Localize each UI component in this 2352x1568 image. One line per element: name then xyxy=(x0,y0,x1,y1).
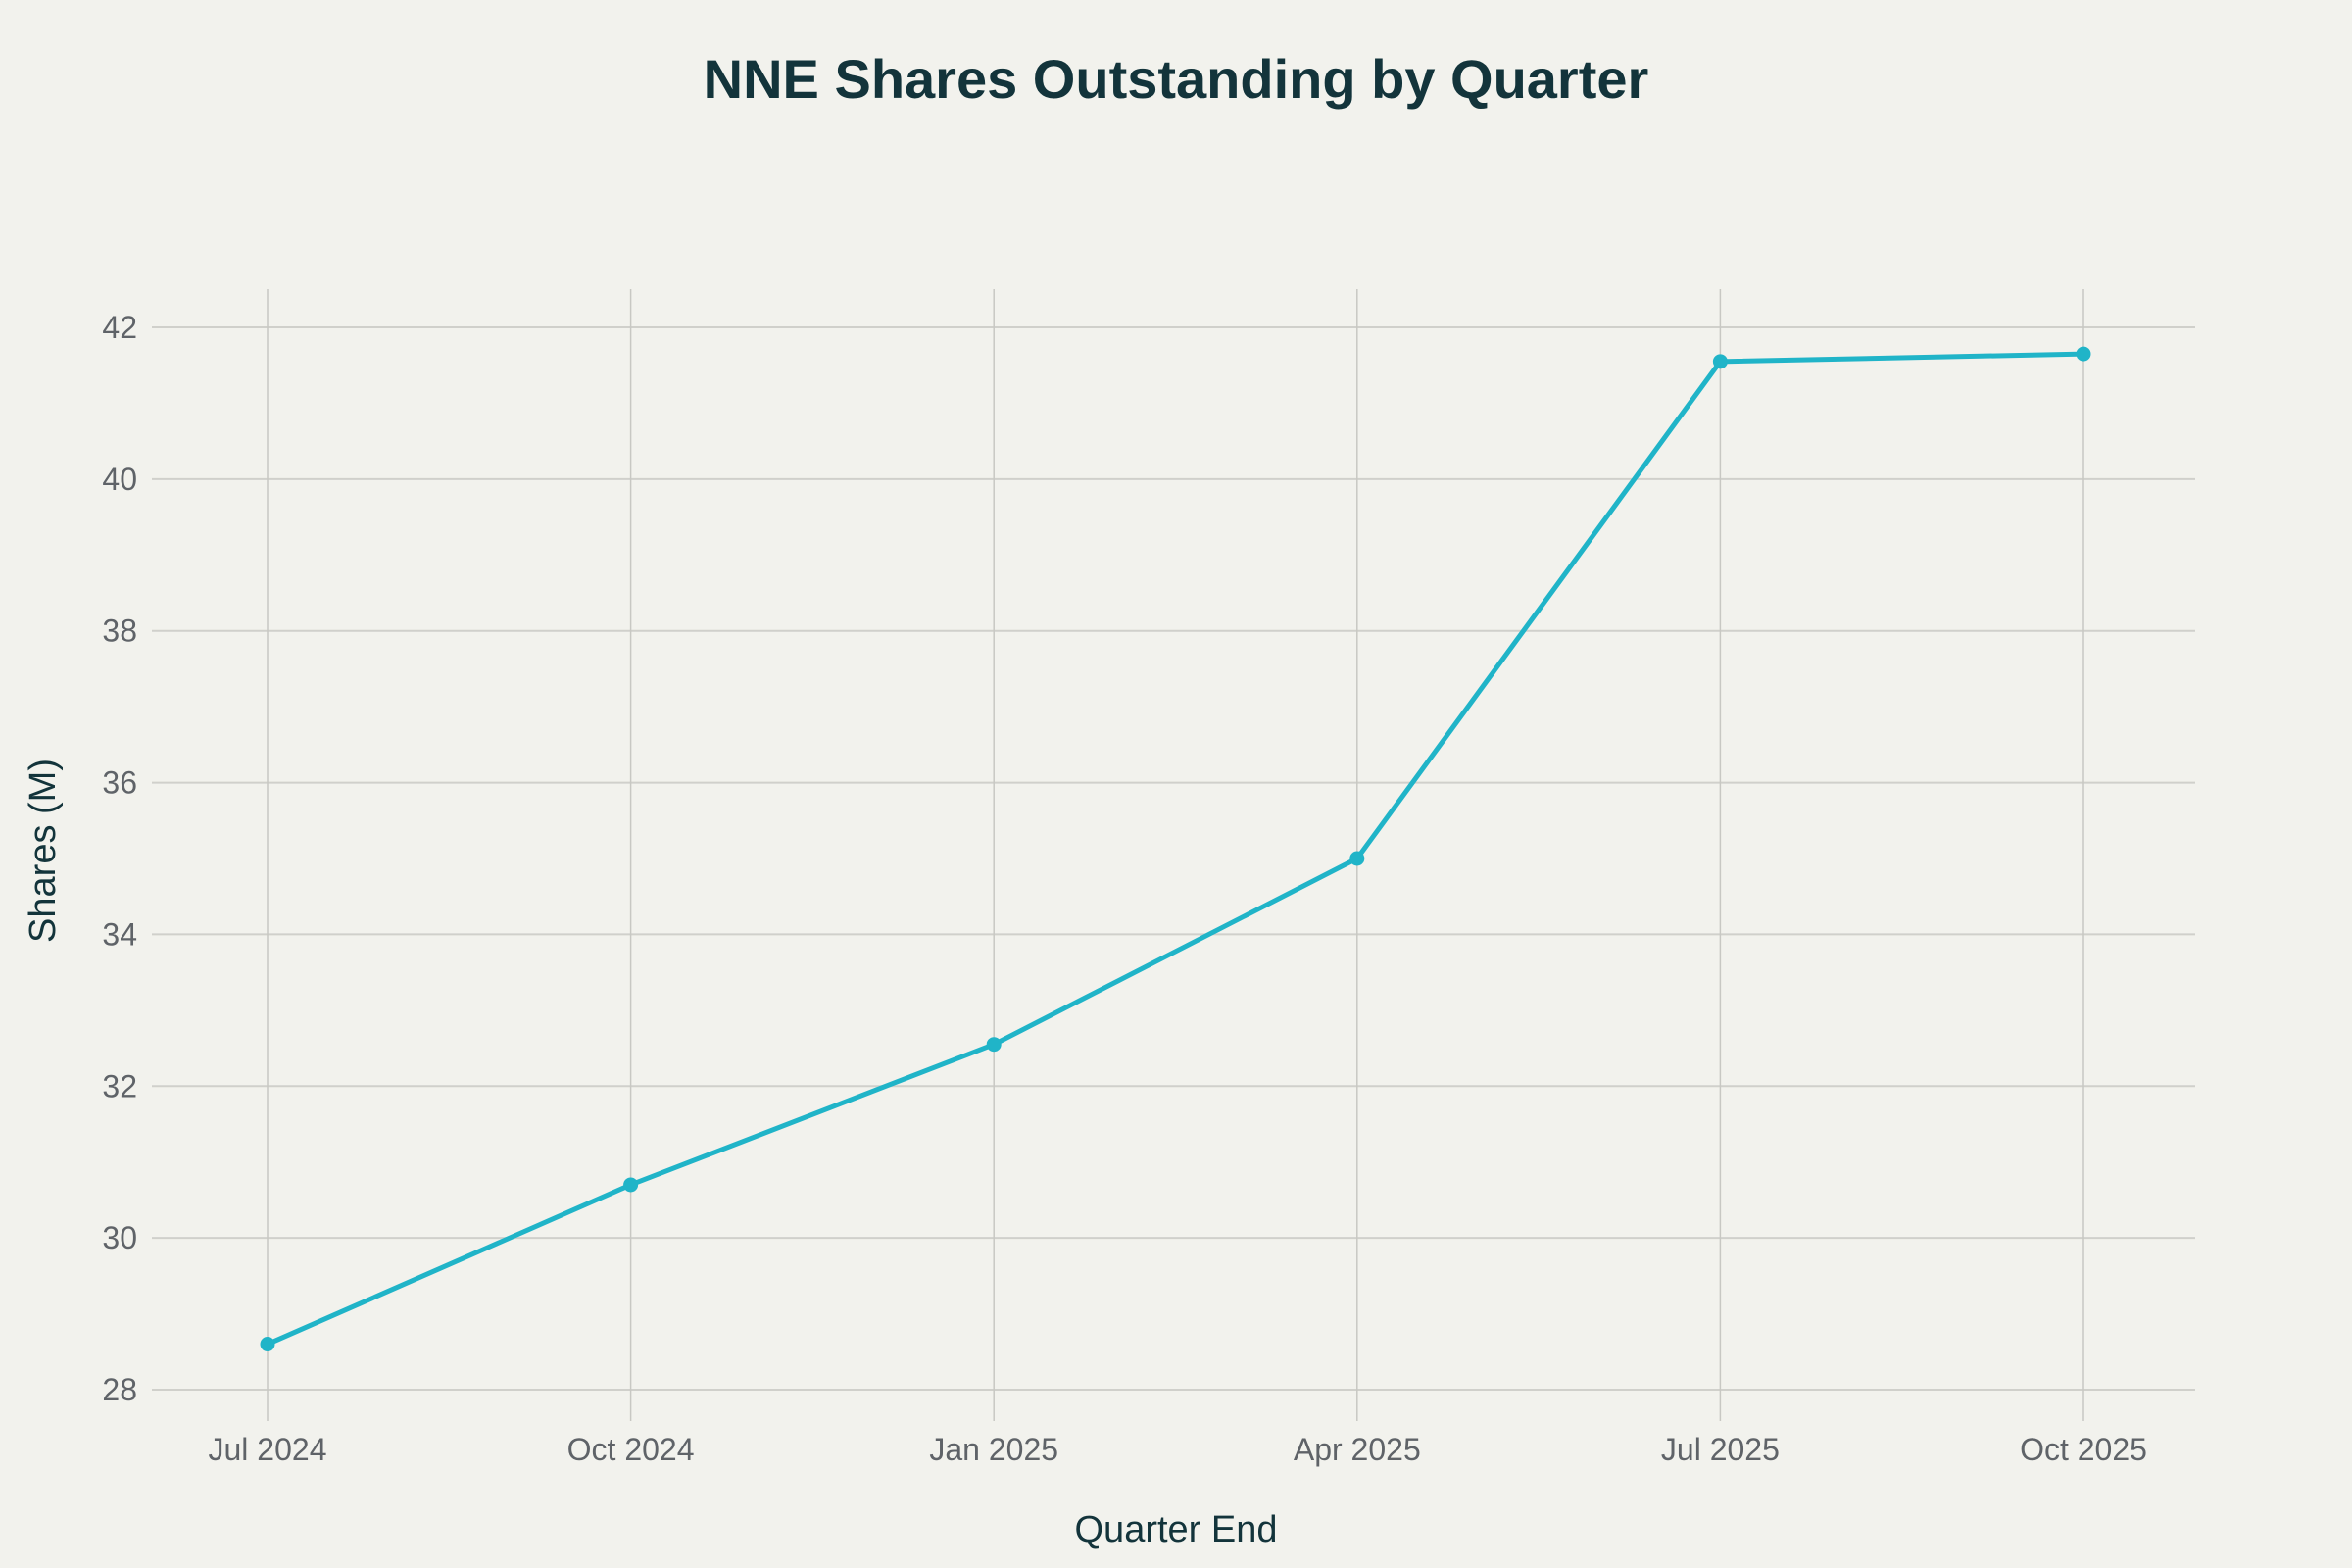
y-tick-label: 32 xyxy=(102,1068,137,1103)
y-axis-ticks: 28 30 32 34 36 38 40 42 xyxy=(102,310,137,1407)
data-point[interactable] xyxy=(623,1177,639,1193)
x-axis-ticks: Jul 2024 Oct 2024 Jan 2025 Apr 2025 Jul 2025… xyxy=(209,1432,2147,1467)
data-point[interactable] xyxy=(1349,851,1365,866)
y-tick-label: 34 xyxy=(102,916,137,952)
chart-title: NNE Shares Outstanding by Quarter xyxy=(704,48,1649,110)
data-point[interactable] xyxy=(1712,354,1728,369)
series-line xyxy=(265,351,2086,1348)
y-tick-label: 38 xyxy=(102,613,137,649)
y-tick-label: 30 xyxy=(102,1220,137,1255)
data-point[interactable] xyxy=(986,1037,1002,1053)
x-tick-label: Oct 2024 xyxy=(567,1432,695,1467)
y-tick-label: 36 xyxy=(102,765,137,801)
x-tick-label: Oct 2025 xyxy=(2020,1432,2147,1467)
data-point[interactable] xyxy=(260,1337,275,1352)
data-point[interactable] xyxy=(2076,346,2091,362)
y-tick-label: 42 xyxy=(102,310,137,345)
x-tick-label: Jan 2025 xyxy=(929,1432,1058,1467)
y-tick-label: 28 xyxy=(102,1372,137,1407)
x-tick-label: Jul 2025 xyxy=(1661,1432,1780,1467)
y-axis-title: Shares (M) xyxy=(23,759,64,943)
x-tick-label: Jul 2024 xyxy=(209,1432,327,1467)
x-axis-title: Quarter End xyxy=(1075,1509,1278,1550)
y-tick-label: 40 xyxy=(102,462,137,497)
series-layer xyxy=(260,346,2091,1352)
grid xyxy=(152,289,2195,1421)
x-tick-label: Apr 2025 xyxy=(1294,1432,1421,1467)
